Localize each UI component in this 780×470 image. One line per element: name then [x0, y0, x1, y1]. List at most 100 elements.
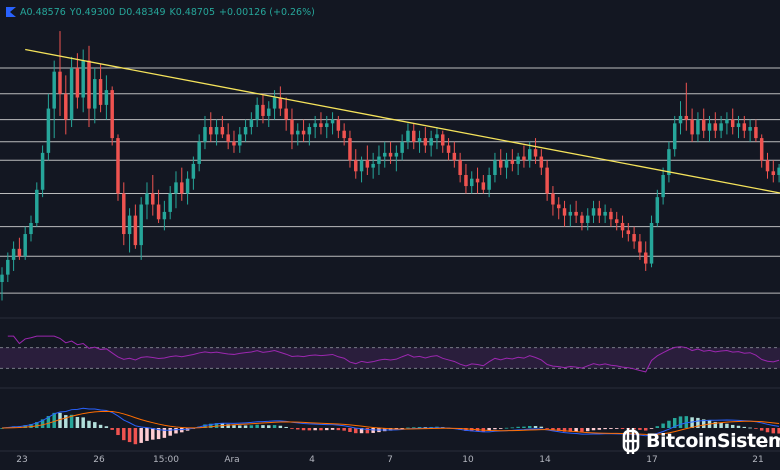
candle-body: [255, 104, 259, 120]
candle-body: [429, 138, 433, 146]
candle-body: [748, 127, 752, 131]
candle-body: [354, 160, 358, 172]
candle-body: [98, 79, 103, 105]
macd-histogram-bar: [104, 426, 109, 428]
candle-body: [730, 119, 735, 128]
macd-histogram-bar: [139, 428, 143, 443]
candle-body: [713, 123, 718, 131]
macd-histogram-bar: [649, 428, 654, 429]
candle-body: [759, 138, 764, 161]
macd-histogram-bar: [609, 428, 613, 429]
candle-body: [122, 193, 126, 235]
watermark-text: BitcoinSistemi: [646, 430, 780, 452]
macd-histogram-bar: [765, 428, 770, 433]
candle-body: [684, 115, 689, 120]
candle-body: [203, 127, 207, 142]
x-tick-label: 14: [539, 455, 551, 465]
candle-body: [58, 71, 62, 94]
candle-body: [139, 204, 143, 246]
candle-body: [632, 234, 636, 242]
macd-histogram-bar: [64, 415, 68, 428]
candle-body: [649, 222, 654, 264]
candle-body: [278, 97, 283, 109]
macd-histogram-bar: [243, 425, 248, 428]
macd-histogram-bar: [504, 427, 509, 429]
candle-body: [174, 182, 178, 194]
change-value: +0.00126 (+0.26%): [219, 6, 315, 18]
trendline: [25, 48, 780, 194]
candle-body: [614, 219, 619, 223]
macd-histogram-bar: [696, 417, 700, 428]
rsi-band: [0, 347, 780, 369]
macd-histogram-bar: [151, 428, 155, 440]
candle-body: [696, 119, 700, 135]
macd-line: [1, 407, 780, 437]
candle-body: [214, 127, 219, 135]
macd-histogram-bar: [527, 425, 532, 428]
x-tick-label: Ara: [224, 455, 240, 465]
macd-histogram-bar: [678, 416, 683, 428]
macd-histogram-bar: [672, 418, 677, 428]
candle-body: [545, 167, 549, 194]
candle-body: [568, 211, 573, 216]
open-value: A0.48576: [20, 6, 66, 18]
tradingview-logo-icon: [6, 7, 16, 17]
x-tick-label: 10: [462, 455, 474, 465]
candle-body: [458, 160, 462, 175]
candle-body: [464, 175, 468, 187]
macd-histogram-bar: [736, 425, 741, 428]
candle-body: [406, 130, 410, 142]
x-tick-label: 21: [752, 455, 764, 465]
macd-histogram-bar: [684, 416, 689, 428]
macd-histogram-bar: [574, 428, 578, 432]
macd-histogram-bar: [777, 428, 780, 434]
macd-histogram-bar: [336, 428, 341, 431]
candle-body: [336, 119, 341, 131]
macd-histogram-bar: [493, 428, 497, 430]
macd-histogram-bar: [423, 427, 428, 428]
candle-body: [191, 163, 196, 179]
macd-histogram-bar: [52, 412, 56, 428]
candle-body: [6, 259, 10, 275]
candle-body: [307, 127, 312, 135]
macd-histogram-bar: [116, 428, 120, 436]
candle-body: [719, 123, 723, 131]
candle-body: [17, 248, 22, 257]
macd-histogram-bar: [759, 428, 764, 431]
macd-histogram-bar: [342, 428, 346, 431]
candle-body: [272, 97, 277, 109]
macd-histogram-bar: [771, 428, 776, 434]
macd-histogram-bar: [127, 428, 132, 443]
candle-body: [771, 171, 776, 175]
x-tick-label: 4: [309, 455, 315, 465]
macd-histogram-bar: [23, 425, 27, 428]
macd-histogram-bar: [667, 420, 671, 428]
candle-body: [574, 211, 578, 216]
candle-body: [667, 149, 671, 175]
close-value: K0.48705: [169, 6, 216, 18]
macd-histogram-bar: [81, 417, 85, 428]
candle-body: [348, 138, 352, 161]
macd-histogram-bar: [284, 426, 288, 428]
candle-body: [185, 178, 190, 194]
macd-histogram-bar: [603, 428, 607, 430]
candle-body: [620, 222, 625, 231]
macd-histogram-bar: [214, 423, 219, 428]
candle-body: [765, 160, 770, 172]
candle-body: [655, 197, 660, 223]
macd-histogram-bar: [87, 420, 91, 428]
macd-histogram-bar: [174, 428, 178, 434]
candle-body: [412, 130, 416, 142]
candle-body: [180, 182, 184, 194]
candle-body: [133, 215, 138, 246]
candle-body: [522, 156, 526, 161]
macd-histogram-bar: [110, 428, 114, 430]
candle-body: [498, 160, 503, 168]
ohlc-legend: A0.48576 Y0.49300 D0.48349 K0.48705 +0.0…: [6, 4, 315, 20]
candle-body: [93, 79, 97, 109]
macd-histogram-bar: [261, 425, 265, 428]
macd-histogram-bar: [296, 428, 300, 430]
macd-histogram-bar: [713, 421, 718, 428]
